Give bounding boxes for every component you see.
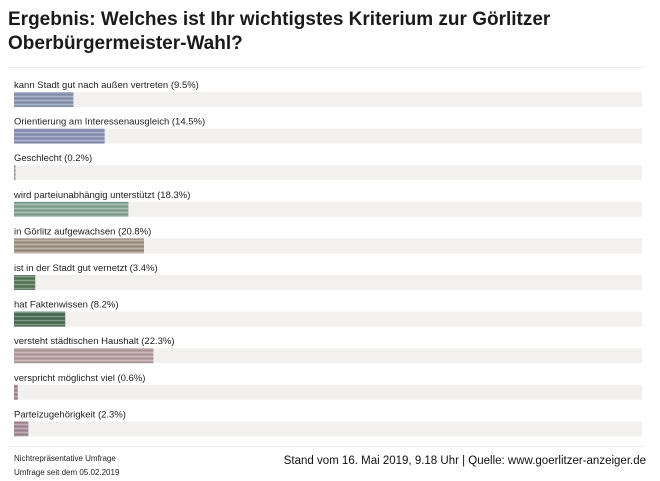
bar-label: Orientierung am Interessenausgleich (14.… bbox=[14, 117, 205, 128]
bar-label: hat Faktenwissen (8.2%) bbox=[14, 300, 119, 311]
bar-texture bbox=[14, 311, 66, 327]
bar-texture bbox=[14, 92, 74, 107]
bar-track bbox=[14, 348, 642, 364]
bar-track bbox=[14, 275, 642, 290]
bar-track bbox=[14, 92, 642, 107]
bar-track bbox=[14, 165, 642, 181]
bar-texture bbox=[14, 275, 36, 290]
bar-label: ist in der Stadt gut vernetzt (3.4%) bbox=[14, 263, 158, 274]
title-divider bbox=[8, 67, 644, 68]
bar-track bbox=[14, 384, 642, 400]
bar-label: versteht städtischen Haushalt (22.3%) bbox=[14, 336, 175, 347]
bar-track bbox=[14, 311, 642, 327]
bar-texture bbox=[14, 421, 29, 437]
bar-texture bbox=[14, 238, 144, 254]
bar-track bbox=[14, 201, 642, 217]
bar-label: wird parteiunabhängig unterstützt (18.3%… bbox=[13, 190, 190, 201]
chart-title: Ergebnis: Welches ist Ihr wichtigstes Kr… bbox=[8, 9, 551, 54]
bar-label: Geschlecht (0.2%) bbox=[14, 153, 92, 164]
bar-texture bbox=[14, 201, 129, 217]
footer-note-1: Nichtrepräsentative Umfrage bbox=[14, 454, 116, 463]
bar-texture bbox=[14, 384, 18, 400]
bar-texture bbox=[14, 348, 154, 364]
bar-texture bbox=[14, 128, 105, 144]
bar-texture bbox=[14, 165, 16, 181]
bar-label: in Görlitz aufgewachsen (20.8%) bbox=[14, 226, 151, 237]
bar-label: kann Stadt gut nach außen vertreten (9.5… bbox=[14, 80, 199, 91]
bar-label: verspricht möglichst viel (0.6%) bbox=[14, 373, 145, 384]
bar-track bbox=[14, 128, 642, 144]
footer-note-2: Umfrage seit dem 05.02.2019 bbox=[14, 468, 120, 477]
bar-track bbox=[14, 421, 642, 437]
footer-divider bbox=[8, 446, 644, 447]
footer-source: Stand vom 16. Mai 2019, 9.18 Uhr | Quell… bbox=[283, 455, 646, 467]
bar-label: Parteizugehörigkeit (2.3%) bbox=[14, 409, 126, 420]
bar-track bbox=[14, 238, 642, 254]
